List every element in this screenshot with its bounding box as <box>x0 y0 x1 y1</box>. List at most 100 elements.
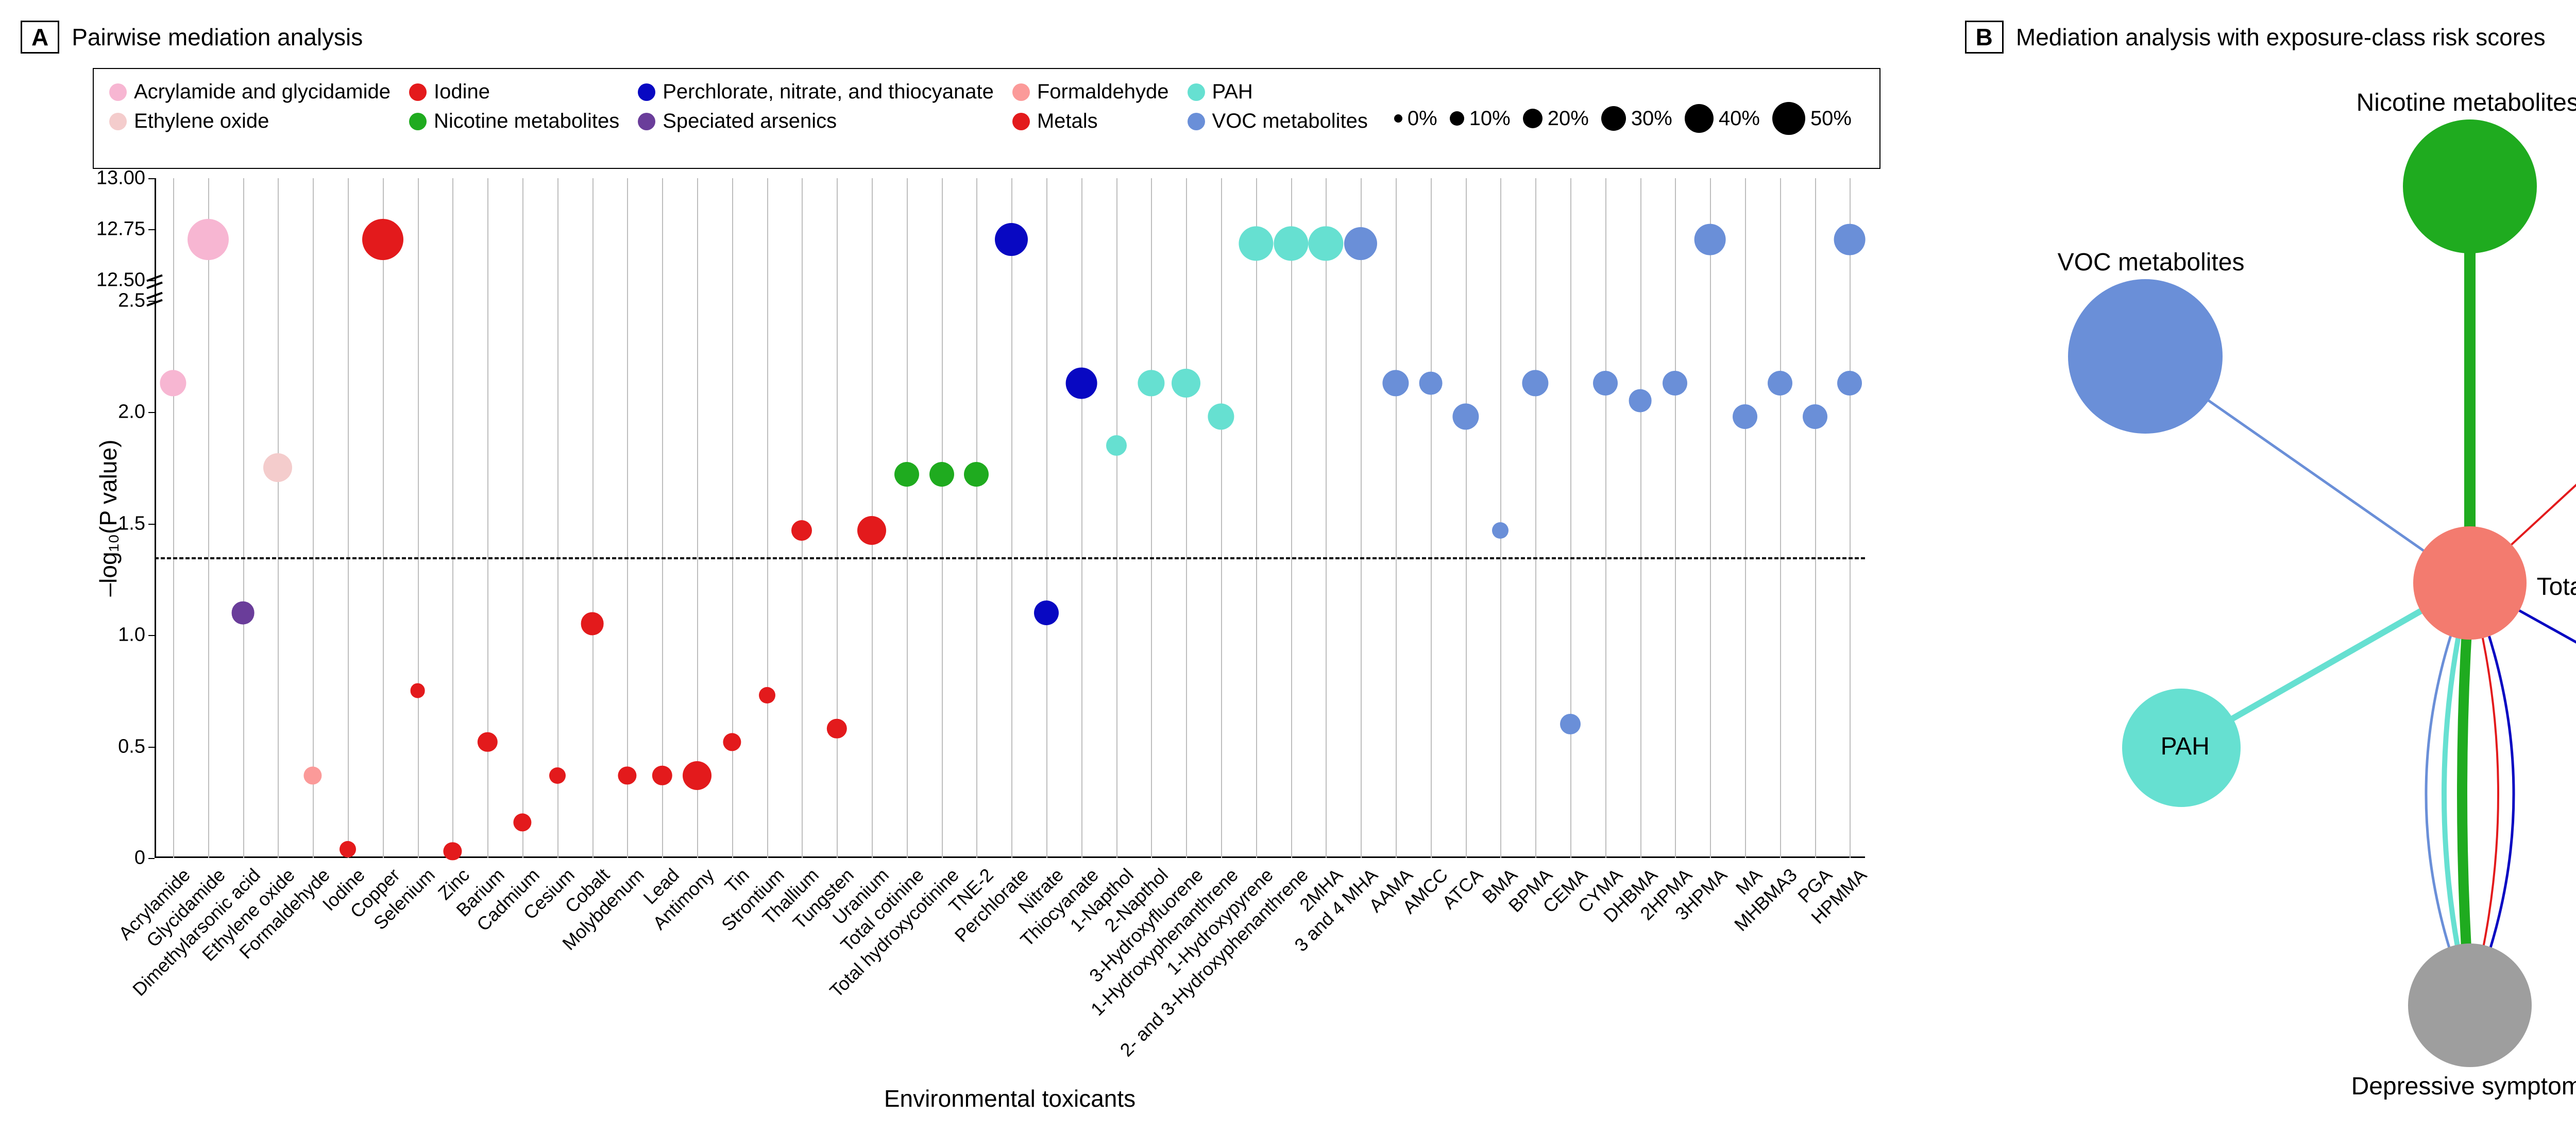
legend-size-dot <box>1394 114 1402 123</box>
gridline <box>767 178 768 858</box>
panel-a-title-text: Pairwise mediation analysis <box>72 23 363 51</box>
gridline <box>348 178 349 858</box>
legend-dot <box>109 113 127 130</box>
network-diagram: Nicotine metabolitesMetalsPNTPAHVOC meta… <box>1965 68 2576 1112</box>
legend-size-label: 40% <box>1719 107 1760 130</box>
legend-dot <box>638 83 655 101</box>
ytick-mark <box>148 635 155 636</box>
gridline <box>942 178 943 858</box>
data-point <box>1452 403 1479 430</box>
data-point <box>1768 371 1792 396</box>
gridline <box>1466 178 1467 858</box>
ytick-label: 12.75 <box>89 218 145 241</box>
legend-item: Speciated arsenics <box>638 110 994 133</box>
legend-label: Metals <box>1037 110 1098 133</box>
gridline <box>802 178 803 858</box>
gridline <box>1396 178 1397 858</box>
data-point <box>1803 404 1827 429</box>
gridline <box>1780 178 1781 858</box>
network-node <box>2413 526 2527 640</box>
gridline <box>1605 178 1606 858</box>
panel-b: B Mediation analysis with exposure-class… <box>1965 21 2576 1112</box>
data-point <box>188 219 229 260</box>
gridline <box>1081 178 1082 858</box>
data-point <box>478 732 497 752</box>
panel-a: A Pairwise mediation analysis Acrylamide… <box>21 21 1944 1112</box>
legend-dot <box>409 83 427 101</box>
data-point <box>1593 371 1618 396</box>
legend-item: Iodine <box>409 80 619 104</box>
gridline <box>383 178 384 858</box>
data-point <box>1837 371 1862 396</box>
data-point <box>995 223 1028 256</box>
gridline <box>487 178 488 858</box>
legend-dot <box>409 113 427 130</box>
gridline <box>1535 178 1536 858</box>
data-point <box>581 612 604 636</box>
gridline <box>1221 178 1222 858</box>
legend-size-dot <box>1523 109 1543 128</box>
panel-b-title: B Mediation analysis with exposure-class… <box>1965 21 2576 54</box>
chart-wrap: –log₁₀(P value) 00.51.01.52.02.512.5012.… <box>93 178 1880 1112</box>
gridline <box>732 178 733 858</box>
panel-b-letter: B <box>1965 21 2004 54</box>
legend-size-dot <box>1450 111 1464 126</box>
gridline <box>662 178 663 858</box>
gridline <box>1046 178 1047 858</box>
legend-size-label: 10% <box>1469 107 1511 130</box>
data-point <box>1419 371 1442 394</box>
gridline <box>627 178 628 858</box>
ytick-mark <box>148 747 155 748</box>
legend-size-label: 0% <box>1408 107 1437 130</box>
ytick-label: 12.50 <box>89 269 145 291</box>
gridline <box>1186 178 1187 858</box>
legend-label: Acrylamide and glycidamide <box>134 80 391 104</box>
data-point <box>1309 226 1343 261</box>
data-point <box>929 462 954 487</box>
gridline <box>1640 178 1641 858</box>
network-node <box>2068 279 2223 434</box>
data-point <box>362 219 403 260</box>
gridline <box>697 178 698 858</box>
gridline <box>557 178 558 858</box>
data-point <box>1834 224 1866 255</box>
data-point <box>1172 369 1200 398</box>
network-node <box>2403 119 2537 253</box>
legend-item: PAH <box>1188 80 1368 104</box>
network-node <box>2408 943 2532 1067</box>
legend-dot <box>1188 83 1205 101</box>
xtick-label: ATCA <box>1438 864 1487 914</box>
data-point <box>1106 435 1127 456</box>
data-point <box>1560 714 1581 734</box>
x-axis-label: Environmental toxicants <box>884 1085 1136 1112</box>
figure-root: A Pairwise mediation analysis Acrylamide… <box>0 0 2576 1133</box>
data-point <box>1034 600 1059 625</box>
axis-break <box>146 277 163 304</box>
legend-size-dot <box>1772 102 1805 135</box>
data-point <box>759 687 775 703</box>
gridline <box>1431 178 1432 858</box>
ytick-label: 0 <box>89 847 145 869</box>
legend-item: Acrylamide and glycidamide <box>109 80 391 104</box>
panel-b-title-text: Mediation analysis with exposure-class r… <box>2016 23 2546 51</box>
data-point <box>1492 522 1509 539</box>
legend-item: VOC metabolites <box>1188 110 1368 133</box>
data-point <box>857 516 886 545</box>
data-point <box>1733 404 1757 429</box>
legend-size-label: 20% <box>1548 107 1589 130</box>
gridline <box>278 178 279 858</box>
data-point <box>231 601 255 624</box>
gridline <box>1291 178 1292 858</box>
ytick-mark <box>148 178 155 179</box>
legend-size-label: 50% <box>1810 107 1852 130</box>
ytick-label: 13.00 <box>89 167 145 190</box>
data-point <box>723 733 741 751</box>
ytick-label: 1.5 <box>89 512 145 535</box>
gridline <box>592 178 594 858</box>
data-point <box>1239 226 1273 261</box>
data-point <box>652 766 672 785</box>
gridline <box>243 178 244 858</box>
legend-size-dot <box>1685 104 1714 133</box>
gridline <box>1850 178 1851 858</box>
data-point <box>410 683 425 698</box>
